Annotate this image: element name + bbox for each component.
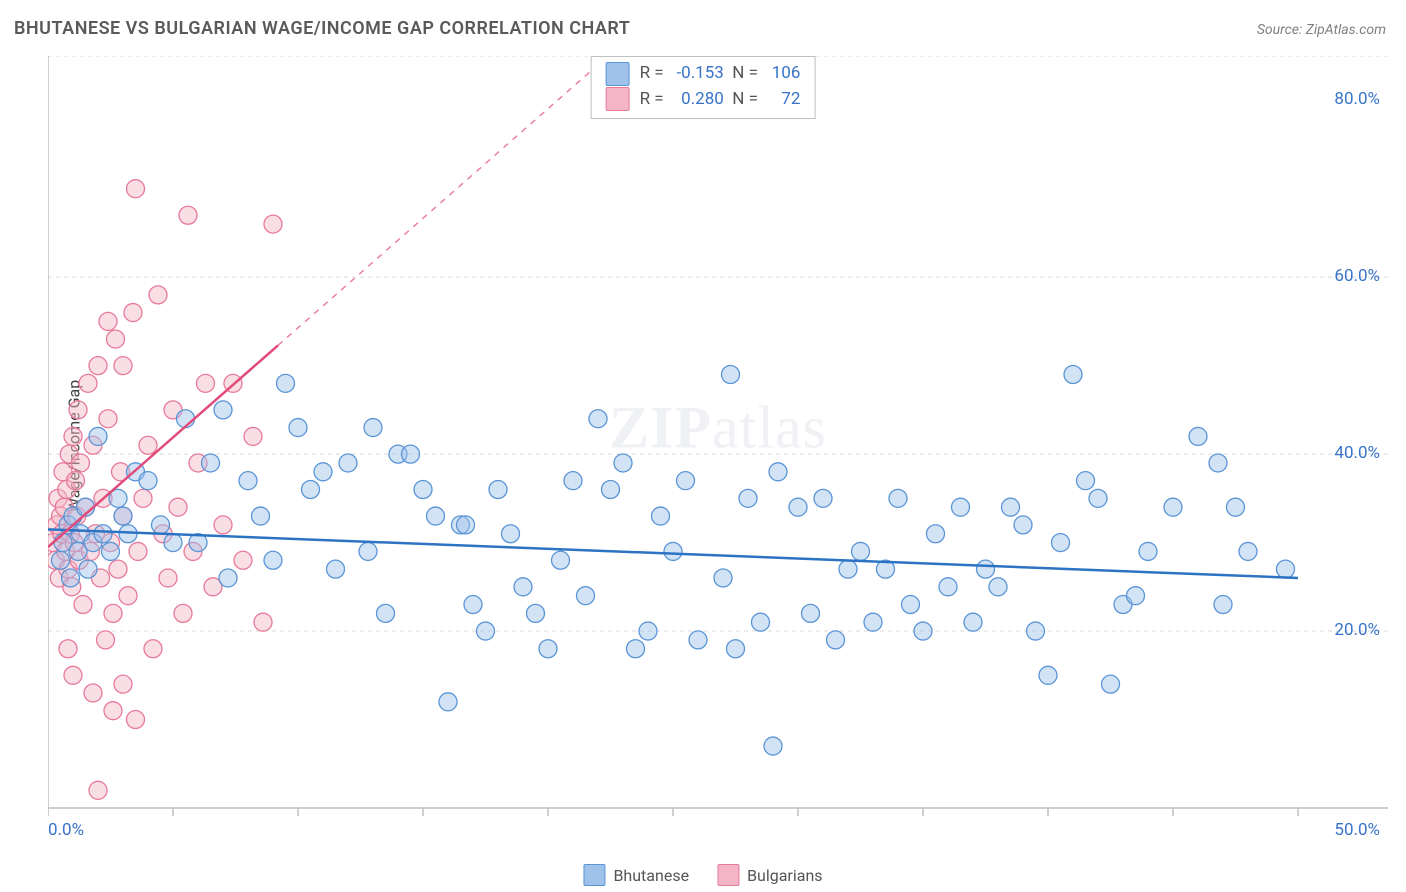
legend-swatch-bhutanese [583,864,605,886]
bottom-legend: Bhutanese Bulgarians [583,864,822,886]
y-tick-label: 20.0% [1310,620,1380,640]
chart-title: BHUTANESE VS BULGARIAN WAGE/INCOME GAP C… [14,18,630,39]
legend-swatch-bulgarians [717,864,739,886]
x-tick-label: 0.0% [48,820,84,840]
y-tick-label: 40.0% [1310,443,1380,463]
stats-row-bhutanese: R = -0.153 N = 106 [606,61,801,87]
plot-area: ZIPatlas 20.0%40.0%60.0%80.0% 0.0%50.0% [48,56,1388,848]
y-tick-label: 60.0% [1310,266,1380,286]
x-tick-label: 50.0% [1334,820,1380,840]
swatch-bhutanese [606,62,630,86]
y-tick-label: 80.0% [1310,89,1380,109]
legend-item-bhutanese: Bhutanese [583,864,689,886]
legend-item-bulgarians: Bulgarians [717,864,822,886]
swatch-bulgarians [606,87,630,111]
scatter-svg [48,56,1388,848]
stats-row-bulgarians: R = 0.280 N = 72 [606,87,801,113]
legend-label-bulgarians: Bulgarians [747,866,822,885]
legend-label-bhutanese: Bhutanese [613,866,689,885]
source-label: Source: ZipAtlas.com [1257,22,1386,38]
chart-container: BHUTANESE VS BULGARIAN WAGE/INCOME GAP C… [0,0,1406,892]
stats-legend-box: R = -0.153 N = 106 R = 0.280 N = 72 [591,56,816,119]
